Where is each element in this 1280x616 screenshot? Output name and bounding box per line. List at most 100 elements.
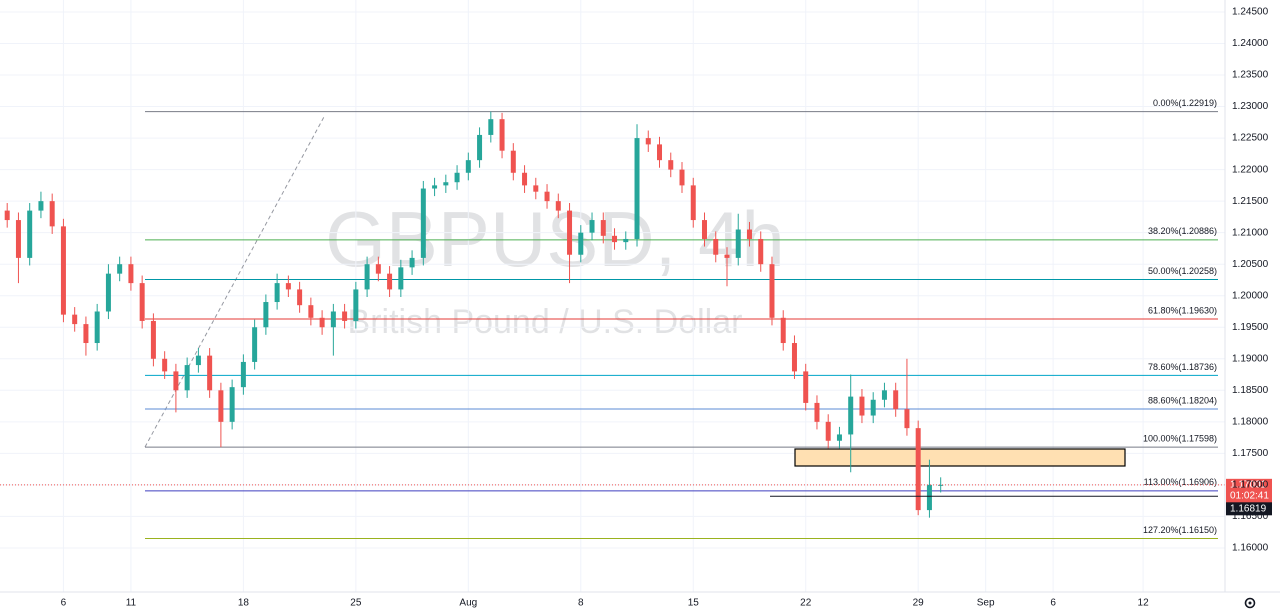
y-tick-label: 1.18500 bbox=[1232, 385, 1269, 396]
candle-body bbox=[668, 160, 674, 170]
candle-body bbox=[218, 390, 224, 422]
candle-body bbox=[308, 305, 314, 318]
y-tick-label: 1.24000 bbox=[1232, 38, 1269, 49]
candle-body bbox=[859, 396, 865, 416]
candle-body bbox=[150, 320, 156, 359]
candle-body bbox=[746, 229, 752, 239]
candle-body bbox=[645, 138, 651, 145]
candle-body bbox=[117, 264, 123, 274]
candle-body bbox=[791, 343, 797, 372]
countdown-label: 01:02:41 bbox=[1230, 490, 1269, 501]
candle-body bbox=[252, 327, 258, 362]
candle-body bbox=[173, 371, 179, 391]
y-tick-label: 1.23000 bbox=[1232, 101, 1269, 112]
candle-body bbox=[38, 201, 44, 211]
y-tick-label: 1.21500 bbox=[1232, 196, 1269, 207]
candle-body bbox=[848, 396, 854, 435]
x-tick-label: 6 bbox=[61, 598, 67, 609]
candle-body bbox=[780, 317, 786, 344]
fib-level-label: 50.00%(1.20258) bbox=[1148, 266, 1217, 276]
candle-body bbox=[623, 238, 629, 243]
candle-body bbox=[297, 289, 303, 306]
fib-level-label: 100.00%(1.17598) bbox=[1143, 434, 1217, 444]
candle-body bbox=[375, 264, 381, 274]
fib-level-label: 0.00%(1.22919) bbox=[1153, 98, 1217, 108]
candle-body bbox=[364, 264, 370, 290]
zone-rectangle bbox=[794, 448, 1126, 467]
x-tick-label: 11 bbox=[126, 598, 137, 609]
y-tick-label: 1.19500 bbox=[1232, 322, 1269, 333]
candle-body bbox=[184, 365, 190, 391]
axes: 1.16000 1.16500 1.17000 1.17500 1.18000 1.185… bbox=[61, 7, 1269, 609]
candle-body bbox=[735, 229, 741, 258]
x-tick-label: 15 bbox=[688, 598, 700, 609]
x-tick-label: 25 bbox=[350, 598, 362, 609]
candle-body bbox=[27, 210, 33, 258]
candle-body bbox=[870, 399, 876, 416]
candle-body bbox=[420, 188, 426, 258]
x-tick-label: Aug bbox=[459, 598, 477, 609]
candle-body bbox=[881, 390, 887, 400]
candle-body bbox=[229, 387, 235, 422]
candle-body bbox=[814, 402, 820, 422]
candle-body bbox=[578, 232, 584, 255]
candle-body bbox=[139, 283, 145, 321]
candle-body bbox=[263, 302, 269, 328]
candle-body bbox=[409, 257, 415, 268]
candle-body bbox=[825, 421, 831, 441]
candle-body bbox=[285, 283, 291, 290]
y-tick-label: 1.19000 bbox=[1232, 353, 1269, 364]
y-tick-label: 1.16000 bbox=[1232, 543, 1269, 554]
fib-level-label: 88.60%(1.18204) bbox=[1148, 395, 1217, 405]
candle-body bbox=[803, 371, 809, 403]
candle-body bbox=[465, 160, 471, 173]
candle-body bbox=[319, 317, 325, 328]
candle-body bbox=[893, 390, 899, 410]
candle-body bbox=[926, 484, 932, 511]
candle-body bbox=[499, 119, 505, 151]
candle-body bbox=[690, 185, 696, 221]
y-tick-label: 1.23500 bbox=[1232, 70, 1269, 81]
x-tick-label: Sep bbox=[977, 598, 995, 609]
candle-body bbox=[915, 428, 921, 511]
candle-body bbox=[769, 264, 775, 318]
description-watermark: British Pound / U.S. Dollar bbox=[348, 303, 743, 341]
candle-body bbox=[83, 324, 89, 344]
x-tick-label: 22 bbox=[800, 598, 812, 609]
candle-body bbox=[713, 238, 719, 255]
candle-body bbox=[330, 311, 336, 328]
candle-body bbox=[240, 361, 246, 388]
x-tick-label: 29 bbox=[913, 598, 925, 609]
candles bbox=[4, 111, 944, 518]
candle-body bbox=[657, 144, 663, 161]
candle-body bbox=[353, 289, 359, 321]
candle-body bbox=[612, 235, 618, 243]
candle-body bbox=[533, 185, 539, 192]
candle-body bbox=[724, 254, 730, 258]
candle-body bbox=[701, 220, 707, 239]
candle-body bbox=[105, 273, 111, 312]
x-tick-label: 6 bbox=[1050, 598, 1056, 609]
candle-body bbox=[195, 355, 201, 366]
x-tick-label: 18 bbox=[238, 598, 250, 609]
candle-body bbox=[443, 182, 449, 186]
fib-level-label: 61.80%(1.19630) bbox=[1148, 305, 1217, 315]
last-price-tag bbox=[1226, 478, 1272, 503]
candle-body bbox=[589, 220, 595, 233]
candle-body bbox=[454, 172, 460, 183]
line-price-label: 1.16819 bbox=[1230, 503, 1267, 514]
fib-retracement: 0.00%(1.22919) 38.20%(1.20886) 50.00%(1.20… bbox=[145, 98, 1218, 539]
candle-body bbox=[162, 358, 168, 372]
candle-body bbox=[4, 210, 10, 221]
settings-icon[interactable] bbox=[1244, 597, 1256, 609]
y-tick-label: 1.20500 bbox=[1232, 259, 1269, 270]
candle-body bbox=[94, 311, 100, 344]
y-tick-label: 1.20000 bbox=[1232, 290, 1269, 301]
y-tick-label: 1.17000 bbox=[1232, 480, 1269, 491]
candle-body bbox=[679, 169, 685, 186]
candle-body bbox=[274, 283, 280, 303]
candle-body bbox=[836, 434, 842, 441]
candle-body bbox=[432, 185, 438, 189]
candle-body bbox=[60, 226, 66, 315]
